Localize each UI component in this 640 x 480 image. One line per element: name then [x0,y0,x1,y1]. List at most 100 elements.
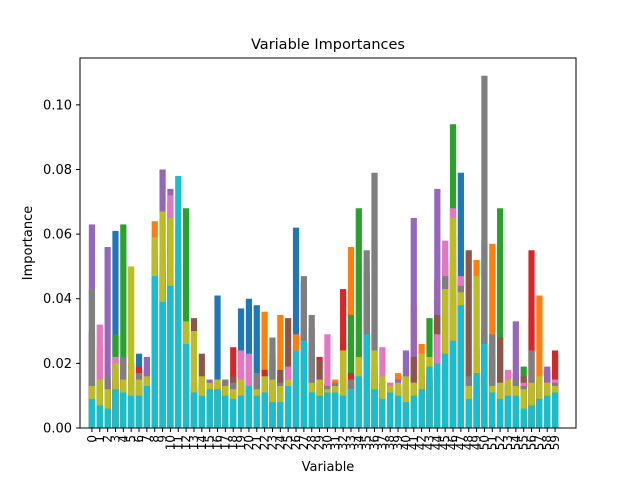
y-tick-label: 0.10 [43,98,72,113]
x-tick-label: 4 [116,435,130,443]
y-axis-label: Importance [21,206,36,281]
bar-run-10-var-53 [504,395,512,428]
bar-run-10-var-23 [269,402,276,428]
bar-run-10-var-54 [512,395,519,428]
bar-run-9-var-13 [190,331,198,428]
y-tick-label: 0.08 [43,163,72,178]
bar-run-10-var-9 [159,301,166,428]
bar-run-9-var-5 [128,266,135,428]
bar-run-10-var-20 [245,385,253,428]
x-tick-label: 39 [391,435,405,450]
bar-run-10-var-6 [135,395,143,428]
bar-run-10-var-10 [167,285,174,428]
x-tick-label: 23 [265,435,279,450]
bar-run-10-var-41 [410,395,417,428]
bar-run-7-var-30 [324,334,331,428]
bar-run-10-var-57 [536,398,543,428]
x-tick-label: 56 [525,435,539,450]
x-tick-label: 37 [375,435,389,450]
x-tick-label: 33 [344,435,358,450]
bar-run-10-var-28 [308,392,315,428]
x-tick-label: 53 [501,435,515,450]
x-tick-label: 9 [156,435,170,443]
x-tick-label: 41 [407,435,421,450]
bar-run-10-var-16 [214,389,221,428]
x-tick-label: 16 [211,435,225,450]
bar-run-10-var-48 [465,398,472,428]
bar-run-10-var-3 [112,389,119,428]
x-tick-label: 29 [313,435,327,450]
y-tick-label: 0.00 [43,422,72,437]
bar-run-1-var-16 [214,295,221,428]
bar-run-10-var-45 [442,353,449,428]
bar-run-8-var-28 [308,314,315,428]
x-tick-label: 24 [273,435,287,450]
bar-run-9-var-32 [340,350,347,428]
y-axis: 0.00 0.02 0.04 0.06 0.08 0.10 [43,98,80,437]
bar-run-10-var-0 [88,398,96,428]
x-tick-label: 26 [289,435,303,450]
bar-run-1-var-26 [292,227,300,428]
bar-run-1-var-3 [112,230,119,428]
bar-run-10-var-51 [489,392,496,428]
x-tick-label: 25 [281,435,295,450]
bar-run-10-var-59 [551,392,559,428]
bar-run-10-var-17 [222,395,229,428]
bar-run-10-var-11 [175,175,182,428]
x-tick-label: 49 [470,435,484,450]
x-tick-label: 21 [250,435,264,450]
bar-run-10-var-38 [387,392,394,428]
bar-run-8-var-0 [88,289,96,428]
x-tick-label: 46 [446,435,460,450]
bar-run-10-var-47 [457,305,464,428]
bar-run-10-var-30 [324,392,331,428]
bar-run-10-var-39 [394,395,402,428]
x-tick-label: 22 [258,435,272,450]
bar-run-10-var-31 [332,392,339,428]
x-tick-label: 2 [101,435,115,443]
x-tick-label: 20 [242,435,256,450]
bar-run-9-var-49 [473,276,480,428]
x-tick-label: 42 [415,435,429,450]
x-tick-label: 34 [352,435,366,450]
x-tick-label: 30 [320,435,334,450]
x-tick-label: 54 [509,435,523,450]
x-tick-label: 12 [179,435,193,450]
bar-run-10-var-29 [316,395,323,428]
x-tick-label: 27 [297,435,311,450]
x-axis-label: Variable [302,460,355,475]
bar-run-10-var-18 [230,398,237,428]
bar-run-8-var-50 [481,75,488,429]
bar-run-10-var-27 [300,340,307,428]
bar-run-10-var-40 [402,402,410,428]
x-tick-label: 15 [203,435,217,450]
y-tick-label: 0.04 [43,292,72,307]
x-tick-label: 45 [438,435,452,450]
bar-run-9-var-1 [96,379,103,428]
x-tick-label: 5 [124,435,138,443]
bar-run-2-var-57 [536,295,543,428]
x-axis: 0123456789101112131415161718192021222324… [85,428,562,450]
bar-run-10-var-44 [434,363,441,428]
bar-run-10-var-52 [497,398,504,428]
bar-run-10-var-22 [261,392,268,428]
bar-run-10-var-25 [285,385,292,428]
bar-run-6-var-48 [465,250,472,428]
bar-run-10-var-43 [426,366,433,428]
x-tick-label: 55 [517,435,531,450]
bar-run-10-var-26 [292,350,300,428]
x-tick-label: 31 [328,435,342,450]
x-tick-label: 3 [108,435,122,443]
bar-run-5-var-44 [434,188,441,428]
x-tick-label: 40 [399,435,413,450]
x-tick-label: 47 [454,435,468,450]
bar-run-5-var-2 [104,247,111,428]
bar-run-10-var-58 [544,395,551,428]
bar-run-10-var-14 [198,395,205,428]
bar-run-3-var-52 [497,208,504,428]
x-tick-label: 7 [140,435,154,443]
bar-run-10-var-33 [347,389,355,428]
bar-run-10-var-1 [96,405,103,428]
x-tick-label: 18 [226,435,240,450]
